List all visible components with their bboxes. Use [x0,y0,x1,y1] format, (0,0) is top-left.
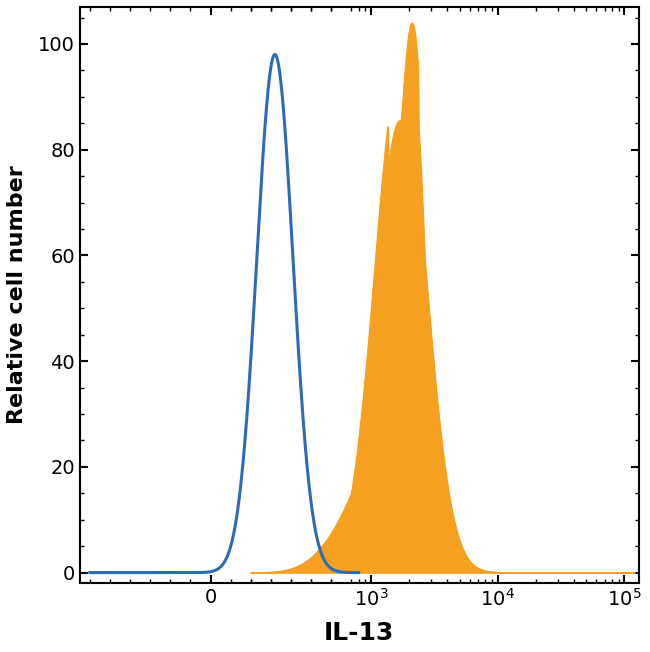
Y-axis label: Relative cell number: Relative cell number [7,166,27,424]
X-axis label: IL-13: IL-13 [324,621,395,645]
